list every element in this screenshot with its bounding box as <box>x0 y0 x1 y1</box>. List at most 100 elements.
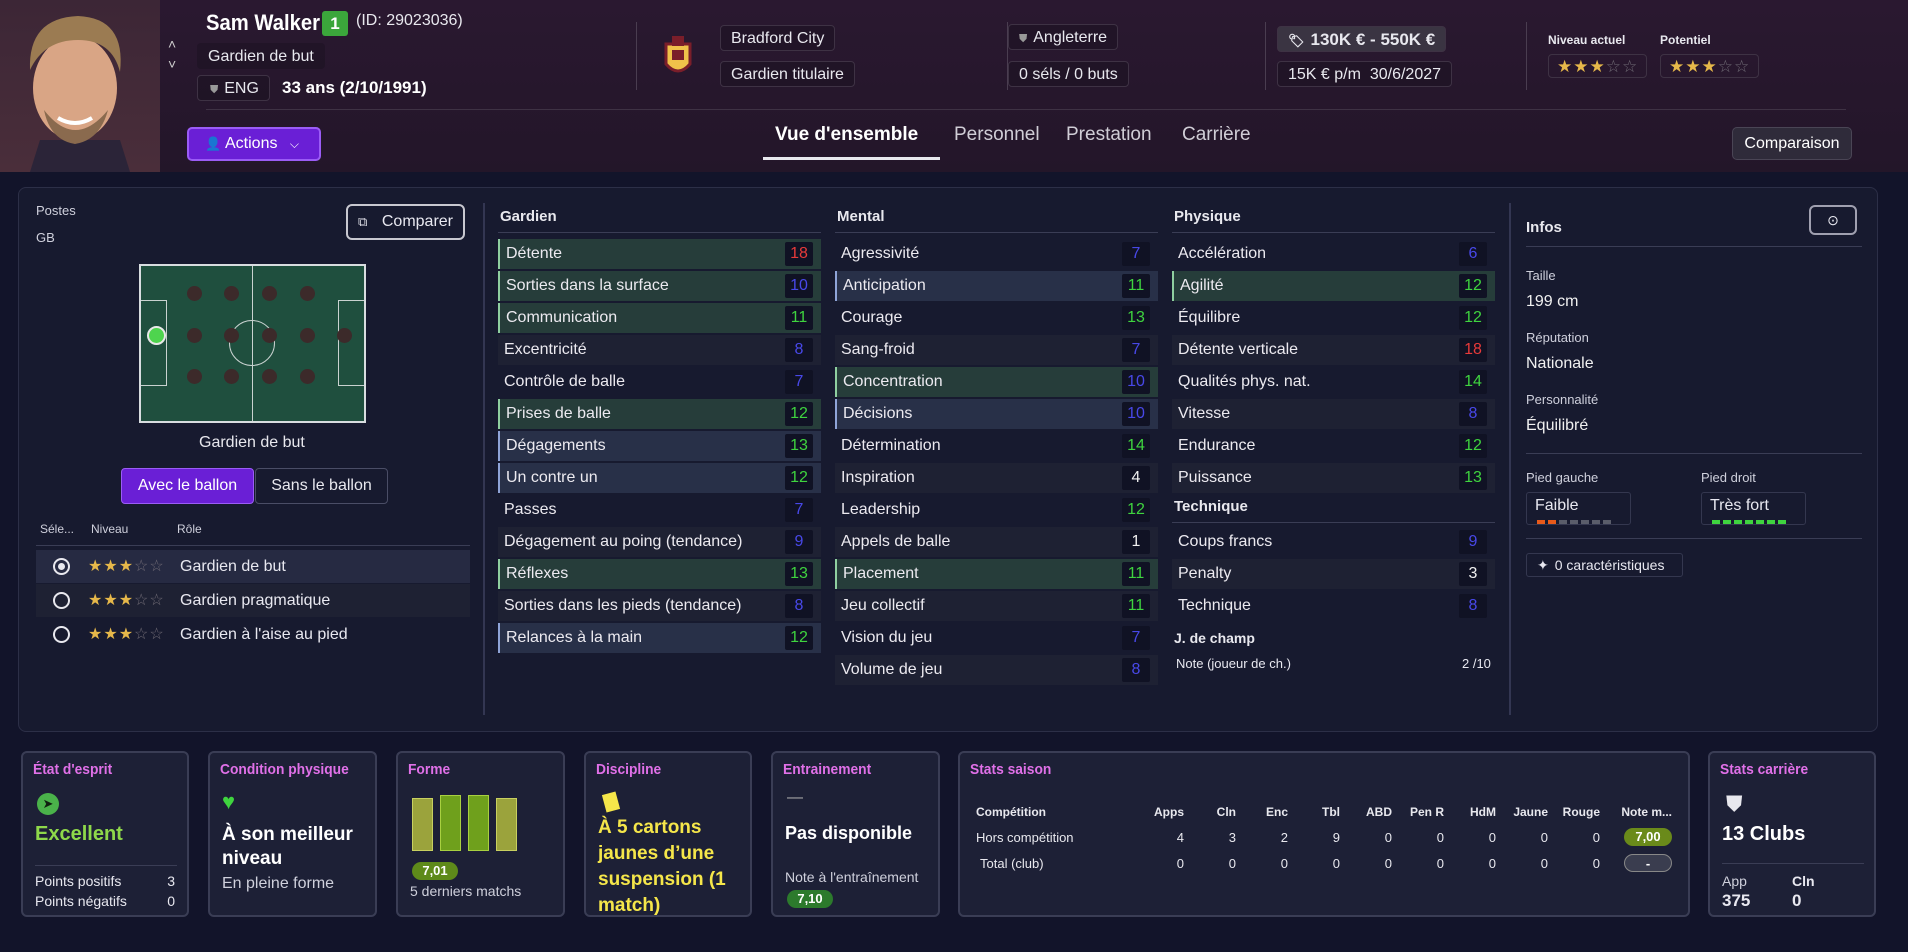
actions-button[interactable]: 👤 Actions ⌵ <box>187 127 321 161</box>
attribute-value: 8 <box>785 594 813 618</box>
player-id: (ID: 29023036) <box>356 12 463 29</box>
attribute-row[interactable]: Appels de balle 1 <box>835 527 1158 557</box>
attribute-row[interactable]: Sorties dans la surface 10 <box>498 271 821 301</box>
attribute-row[interactable]: Agressivité 7 <box>835 239 1158 269</box>
without-ball-toggle[interactable]: Sans le ballon <box>255 468 388 504</box>
attribute-row[interactable]: Passes 7 <box>498 495 821 525</box>
tab-personal[interactable]: Personnel <box>954 124 1040 145</box>
role-radio[interactable] <box>53 558 70 575</box>
attribute-name: Inspiration <box>841 469 915 486</box>
right-foot-label: Pied droit <box>1701 470 1756 485</box>
attribute-value: 11 <box>1122 562 1150 586</box>
training-title: Entrainement <box>783 761 872 778</box>
attribute-row[interactable]: Vitesse 8 <box>1172 399 1495 429</box>
training-card[interactable]: Entrainement — Pas disponible Note à l'e… <box>771 751 940 917</box>
attribute-row[interactable]: Dégagements 13 <box>498 431 821 461</box>
attribute-row[interactable]: Détermination 14 <box>835 431 1158 461</box>
season-row[interactable]: Total (club) 0 0 0 0 0 0 0 0 0 - <box>976 850 1672 876</box>
role-row[interactable]: ★★★☆☆ Gardien pragmatique <box>36 584 470 617</box>
intl-country-box[interactable]: ⛊ Angleterre <box>1008 24 1119 50</box>
attribute-row[interactable]: Contrôle de balle 7 <box>498 367 821 397</box>
career-stats-card[interactable]: Stats carrière ⛊ 13 Clubs App 375 Cln 0 <box>1708 751 1876 917</box>
attribute-row[interactable]: Puissance 13 <box>1172 463 1495 493</box>
attribute-row[interactable]: Leadership 12 <box>835 495 1158 525</box>
attribute-row[interactable]: Prises de balle 12 <box>498 399 821 429</box>
chevron-down-icon[interactable]: ˅ <box>168 56 177 72</box>
attribute-row[interactable]: Courage 13 <box>835 303 1158 333</box>
attribute-row[interactable]: Inspiration 4 <box>835 463 1158 493</box>
attribute-row[interactable]: Détente 18 <box>498 239 821 269</box>
comparison-button[interactable]: Comparaison <box>1732 127 1852 160</box>
attribute-row[interactable]: Concentration 10 <box>835 367 1158 397</box>
form-card[interactable]: Forme 7,01 5 derniers matchs <box>396 751 565 917</box>
attribute-row[interactable]: Sorties dans les pieds (tendance) 8 <box>498 591 821 621</box>
morale-card[interactable]: État d'esprit ➤ Excellent Points positif… <box>21 751 189 917</box>
infos-title: Infos <box>1526 219 1562 236</box>
chevron-up-icon[interactable]: ˄ <box>168 36 177 52</box>
attribute-row[interactable]: Jeu collectif 11 <box>835 591 1158 621</box>
attribute-value: 8 <box>1459 594 1487 618</box>
season-row[interactable]: Hors compétition 4 3 2 9 0 0 0 0 0 7,00 <box>976 824 1672 850</box>
club-name[interactable]: Bradford City <box>720 25 836 51</box>
club-role: Gardien titulaire <box>720 61 855 87</box>
current-ability-label: Niveau actuel <box>1548 33 1626 47</box>
season-stats-card[interactable]: Stats saison Compétition Apps Cln Enc Tbl ABD… <box>958 751 1690 917</box>
left-foot-value: Faible <box>1535 497 1579 514</box>
nationality-box[interactable]: ⛊ ENG <box>197 75 270 101</box>
attribute-row[interactable]: Placement 11 <box>835 559 1158 589</box>
attribute-value: 9 <box>785 530 813 554</box>
outfield-header: J. de champ <box>1174 630 1255 646</box>
tab-career[interactable]: Carrière <box>1182 124 1251 145</box>
compare-button[interactable]: ⧉ Comparer <box>346 204 465 240</box>
role-row[interactable]: ★★★☆☆ Gardien de but <box>36 550 470 583</box>
attribute-name: Courage <box>841 309 903 326</box>
attribute-row[interactable]: Détente verticale 18 <box>1172 335 1495 365</box>
club-crest-icon[interactable] <box>658 32 698 84</box>
attribute-row[interactable]: Communication 11 <box>498 303 821 333</box>
attribute-row[interactable]: Réflexes 13 <box>498 559 821 589</box>
discipline-card[interactable]: Discipline À 5 cartons jaunes d’une susp… <box>584 751 752 917</box>
role-radio[interactable] <box>53 626 70 643</box>
with-ball-toggle[interactable]: Avec le ballon <box>121 468 254 504</box>
attribute-value: 7 <box>785 498 813 522</box>
attribute-name: Décisions <box>843 405 913 422</box>
tab-performance[interactable]: Prestation <box>1066 124 1152 145</box>
role-row[interactable]: ★★★☆☆ Gardien à l'aise au pied <box>36 618 470 651</box>
pitch-role-label: Gardien de but <box>199 434 305 451</box>
attribute-row[interactable]: Agilité 12 <box>1172 271 1495 301</box>
attribute-value: 12 <box>1122 498 1150 522</box>
attribute-row[interactable]: Penalty 3 <box>1172 559 1495 589</box>
attribute-row[interactable]: Vision du jeu 7 <box>835 623 1158 653</box>
attribute-row[interactable]: Qualités phys. nat. 14 <box>1172 367 1495 397</box>
attribute-row[interactable]: Un contre un 12 <box>498 463 821 493</box>
tab-overview[interactable]: Vue d'ensemble <box>775 124 919 145</box>
attribute-value: 12 <box>1459 434 1487 458</box>
attribute-row[interactable]: Sang-froid 7 <box>835 335 1158 365</box>
attribute-name: Anticipation <box>843 277 926 294</box>
attribute-row[interactable]: Équilibre 12 <box>1172 303 1495 333</box>
sparkle-icon: ✦ <box>1537 557 1549 573</box>
settings-button[interactable]: ⊙ <box>1809 205 1857 235</box>
attribute-row[interactable]: Endurance 12 <box>1172 431 1495 461</box>
role-name: Gardien de but <box>180 558 286 575</box>
right-foot-value: Très fort <box>1710 497 1769 514</box>
training-note-badge: 7,10 <box>787 890 833 908</box>
attribute-value: 14 <box>1122 434 1150 458</box>
season-col-header: Cln <box>1216 805 1236 819</box>
compare-icon: ⧉ <box>358 214 368 229</box>
attribute-row[interactable]: Décisions 10 <box>835 399 1158 429</box>
attribute-row[interactable]: Relances à la main 12 <box>498 623 821 653</box>
attribute-row[interactable]: Coups francs 9 <box>1172 527 1495 557</box>
attribute-row[interactable]: Accélération 6 <box>1172 239 1495 269</box>
user-icon: 👤 <box>205 136 222 151</box>
role-radio[interactable] <box>53 592 70 609</box>
career-stats-title: Stats carrière <box>1720 761 1809 778</box>
attribute-name: Réflexes <box>506 565 569 582</box>
attribute-row[interactable]: Dégagement au poing (tendance) 9 <box>498 527 821 557</box>
attribute-row[interactable]: Technique 8 <box>1172 591 1495 621</box>
attribute-row[interactable]: Excentricité 8 <box>498 335 821 365</box>
traits-button[interactable]: ✦ 0 caractéristiques <box>1526 553 1683 577</box>
attribute-row[interactable]: Anticipation 11 <box>835 271 1158 301</box>
condition-card[interactable]: Condition physique ♥ À son meilleur nive… <box>208 751 377 917</box>
attribute-row[interactable]: Volume de jeu 8 <box>835 655 1158 685</box>
